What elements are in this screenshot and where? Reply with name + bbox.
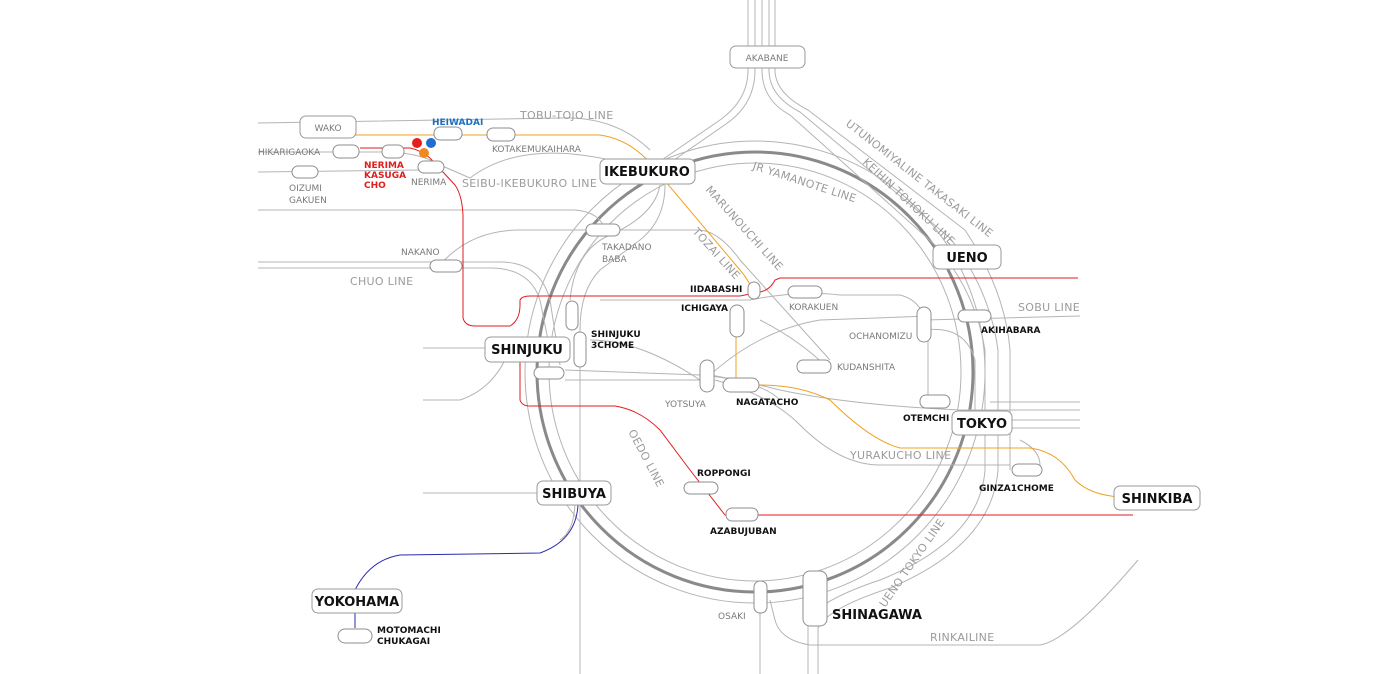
station-shinkiba[interactable]: SHINKIBA xyxy=(1122,492,1193,507)
svg-text:KASUGA: KASUGA xyxy=(364,171,406,181)
station-motomachi-chukagai[interactable]: MOTOMACHI CHUKAGAI xyxy=(377,626,441,647)
station-ochanomizu[interactable]: OCHANOMIZU xyxy=(849,332,912,342)
station-ginza-1chome[interactable]: GINZA1CHOME xyxy=(979,484,1054,494)
station-akihabara[interactable]: AKIHABARA xyxy=(981,326,1041,336)
station-nerima[interactable]: NERIMA xyxy=(411,178,447,188)
svg-text:CHUKAGAI: CHUKAGAI xyxy=(377,637,430,647)
seibu-ikebukuro-line-label: SEIBU-IKEBUKURO LINE xyxy=(462,177,597,190)
minatomirai-line xyxy=(354,504,579,628)
svg-text:OIZUMI: OIZUMI xyxy=(289,184,322,194)
station-ueno[interactable]: UENO xyxy=(946,251,987,266)
oedo-dot xyxy=(412,138,422,148)
oedo-line-label: OEDO LINE xyxy=(625,427,666,489)
station-roppongi[interactable]: ROPPONGI xyxy=(697,469,751,479)
station-wako[interactable]: WAKO xyxy=(314,124,341,134)
yurakucho-line-label: YURAKUCHO LINE xyxy=(849,449,951,462)
svg-text:NERIMA: NERIMA xyxy=(364,161,404,171)
station-heiwadai[interactable]: HEIWADAI xyxy=(432,118,483,128)
chuo-line-label: CHUO LINE xyxy=(350,275,413,288)
station-nerima-kasugacho[interactable]: NERIMA KASUGA CHO xyxy=(364,161,406,191)
station-shinjuku[interactable]: SHINJUKU xyxy=(491,343,563,358)
central-gray-lines xyxy=(559,184,1139,674)
station-otemachi[interactable]: OTEMCHI xyxy=(903,414,949,424)
station-nakano[interactable]: NAKANO xyxy=(401,248,440,258)
svg-text:MOTOMACHI: MOTOMACHI xyxy=(377,626,441,636)
utsunomiya-line-label: UTUNOMIYALINE TAKASAKI LINE xyxy=(843,117,995,240)
svg-text:SHINJUKU: SHINJUKU xyxy=(591,330,641,340)
station-yokohama[interactable]: YOKOHAMA xyxy=(314,595,399,610)
western-gray-lines xyxy=(257,117,831,494)
station-ichigaya[interactable]: ICHIGAYA xyxy=(681,304,728,314)
station-shinjuku-3chome[interactable]: SHINJUKU 3CHOME xyxy=(591,330,641,351)
station-iidabashi[interactable]: IIDABASHI xyxy=(690,285,742,295)
station-nagatacho[interactable]: NAGATACHO xyxy=(736,398,799,408)
rinkai-line-label: RINKAILINE xyxy=(930,631,994,644)
tobu-tojo-line-label: TOBU-TOJO LINE xyxy=(519,109,613,122)
station-kotakemukaihara[interactable]: KOTAKEMUKAIHARA xyxy=(492,145,582,155)
station-kudanshita[interactable]: KUDANSHITA xyxy=(837,363,896,373)
station-pills xyxy=(291,126,1043,644)
station-shinagawa[interactable]: SHINAGAWA xyxy=(832,608,922,623)
station-takadanobaba[interactable]: TAKADANO BABA xyxy=(601,243,652,265)
station-akabane[interactable]: AKABANE xyxy=(746,54,789,64)
svg-text:TAKADANO: TAKADANO xyxy=(601,243,652,253)
station-korakuen[interactable]: KORAKUEN xyxy=(789,303,838,313)
sobu-line-label: SOBU LINE xyxy=(1018,301,1080,314)
station-hikarigaoka[interactable]: HIKARIGAOKA xyxy=(258,148,321,158)
station-yotsuya[interactable]: YOTSUYA xyxy=(664,400,707,410)
svg-text:GAKUEN: GAKUEN xyxy=(289,196,327,206)
svg-text:BABA: BABA xyxy=(602,255,628,265)
station-tokyo[interactable]: TOKYO xyxy=(957,417,1007,432)
svg-text:CHO: CHO xyxy=(364,181,386,191)
station-shibuya[interactable]: SHIBUYA xyxy=(542,487,606,502)
fukutoshin-dot xyxy=(426,138,436,148)
station-oizumi-gakuen[interactable]: OIZUMI GAKUEN xyxy=(289,184,327,206)
svg-text:3CHOME: 3CHOME xyxy=(591,341,634,351)
station-osaki[interactable]: OSAKI xyxy=(718,612,746,622)
yurakucho-dot xyxy=(419,148,429,158)
station-azabujuban[interactable]: AZABUJUBAN xyxy=(710,527,777,537)
station-ikebukuro[interactable]: IKEBUKURO xyxy=(604,165,690,180)
